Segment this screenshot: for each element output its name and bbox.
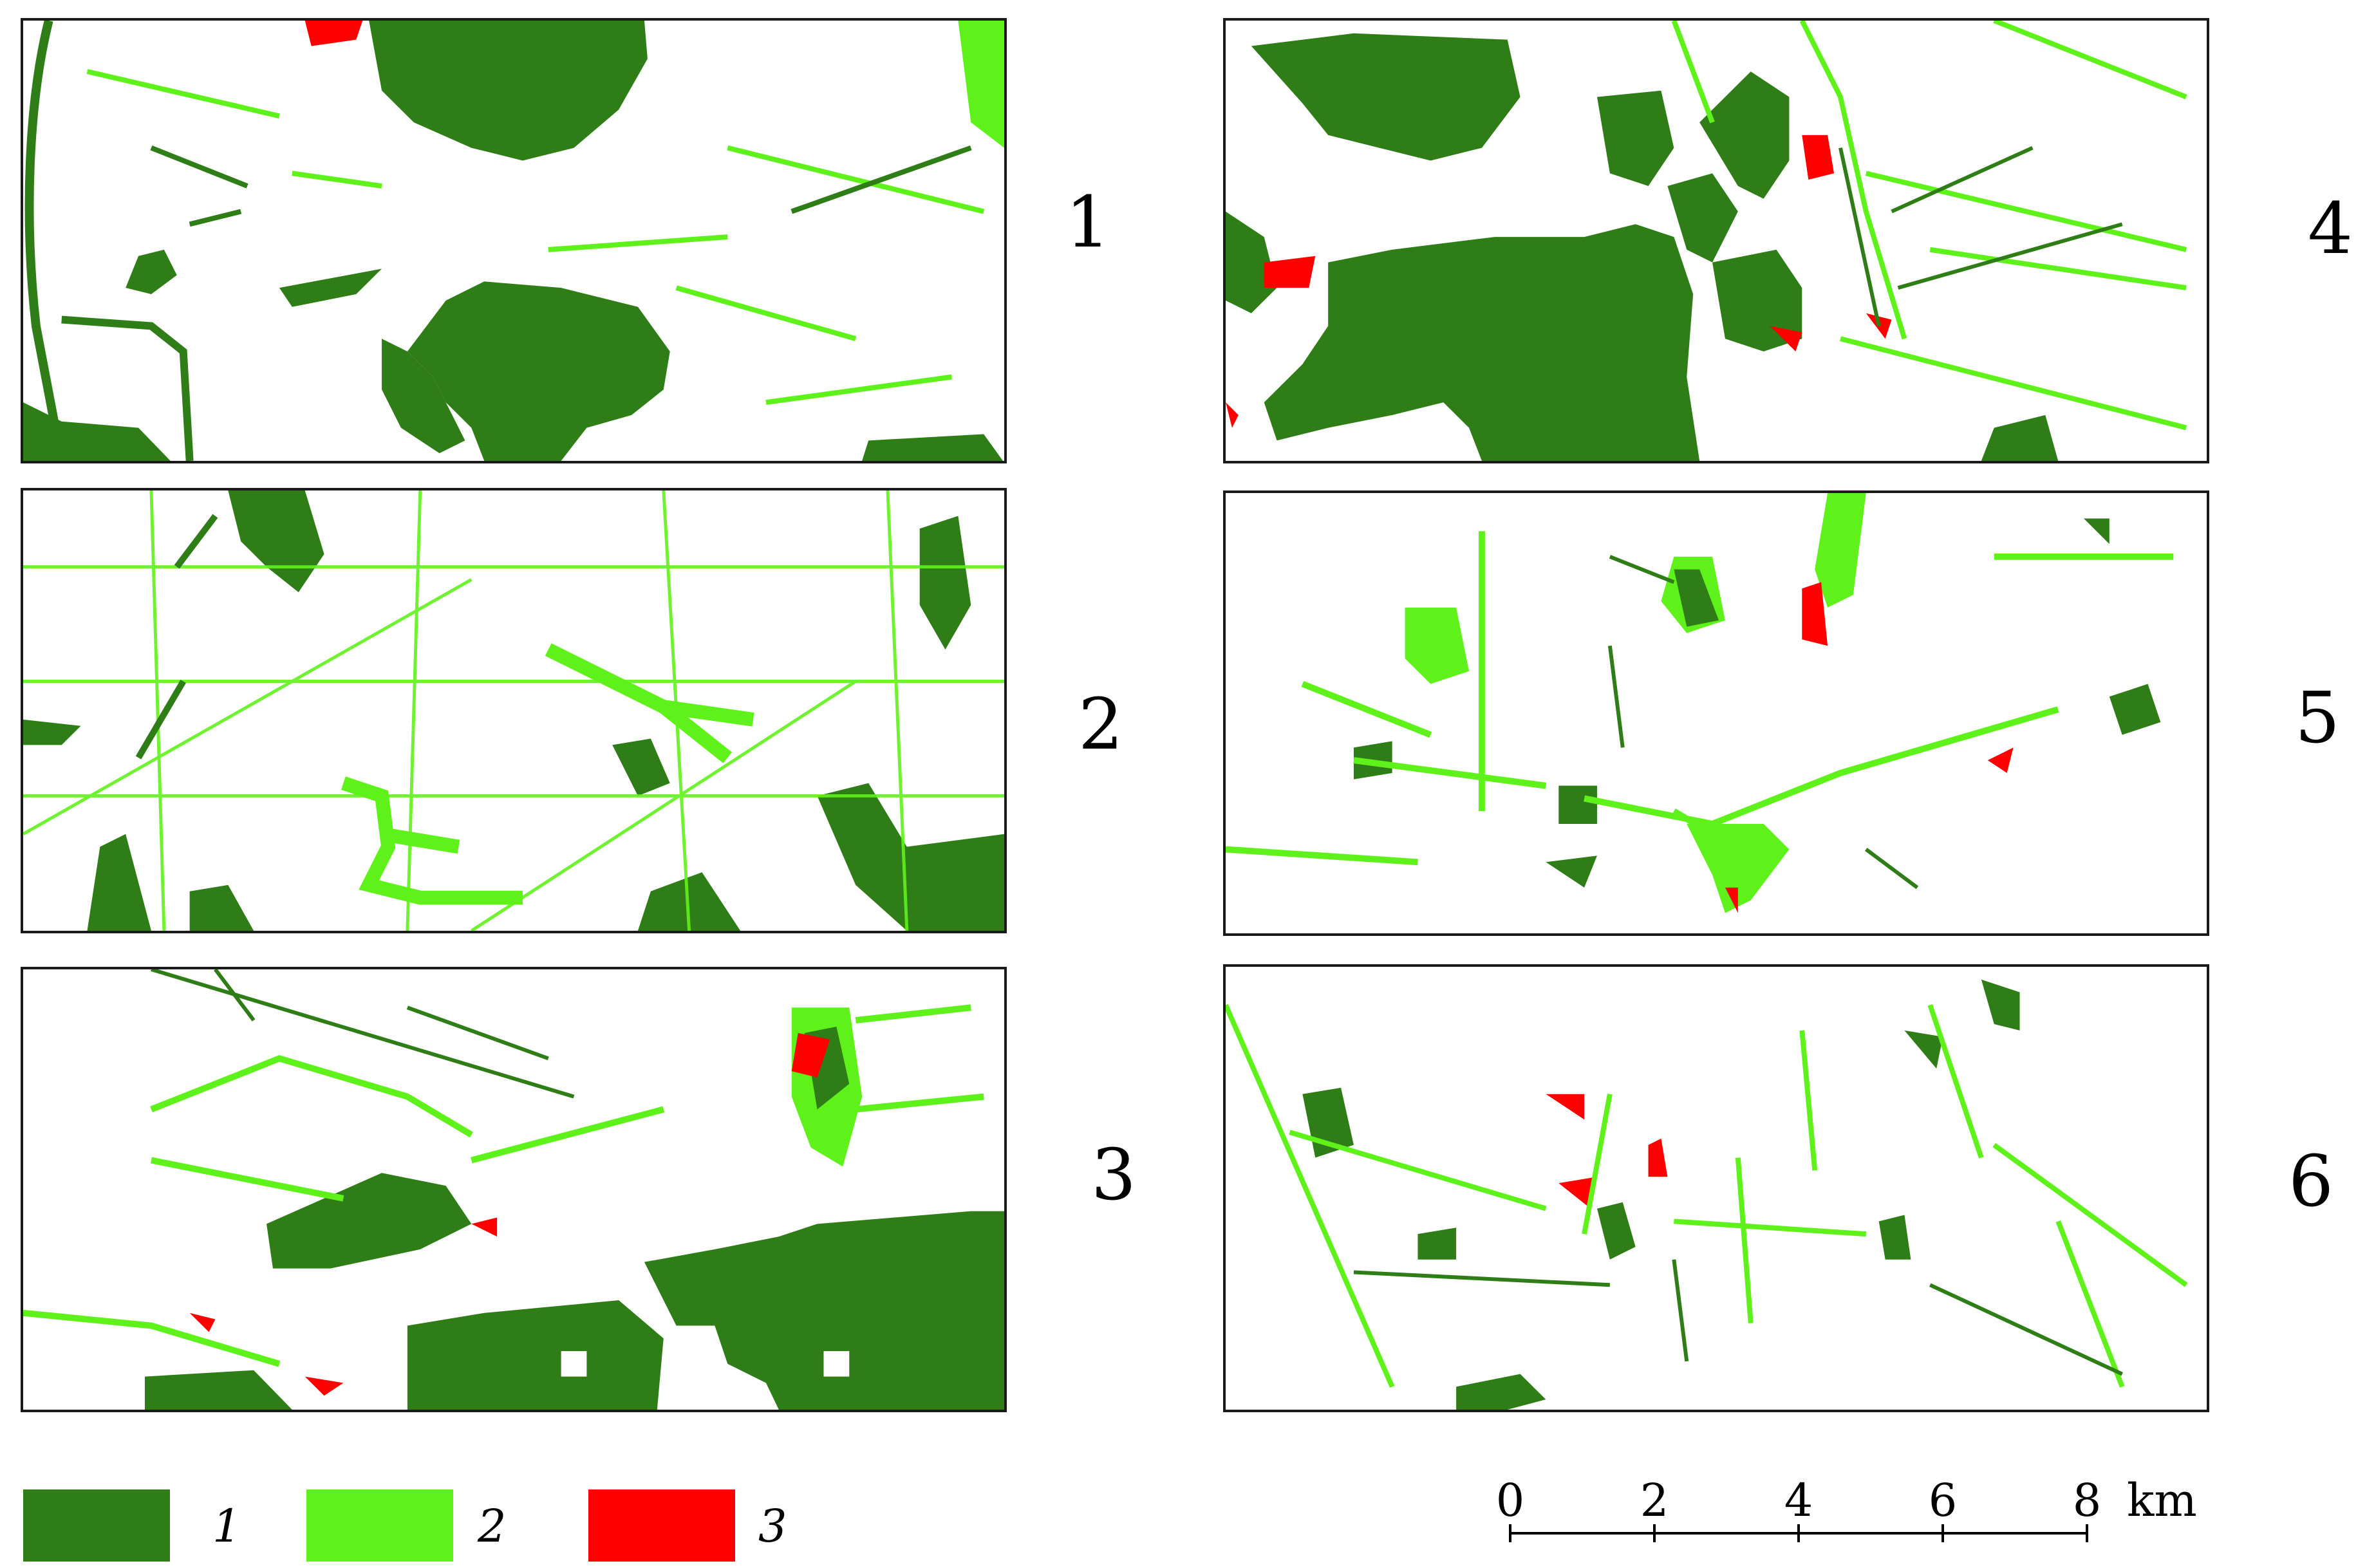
map-panel-6-graphic: [1226, 979, 2188, 1410]
map-panel-2-graphic: [23, 490, 1004, 931]
scale-tick-0: [1509, 1524, 1511, 1542]
scale-label-0: 0: [1495, 1474, 1525, 1527]
scale-unit: km: [2127, 1474, 2197, 1527]
map-panel-6: [1223, 964, 2209, 1412]
scale-label-6: 6: [1928, 1474, 1958, 1527]
map-panel-3-graphic: [23, 969, 1004, 1410]
scale-tick-2: [1653, 1524, 1656, 1542]
panel-label-5: 5: [2295, 677, 2340, 759]
map-panel-2: [21, 488, 1007, 933]
legend-label-2: 2: [478, 1500, 507, 1553]
legend-swatch-3: [588, 1489, 735, 1562]
panel-label-3: 3: [1091, 1134, 1136, 1216]
map-panel-4: [1223, 18, 2209, 463]
scale-label-2: 2: [1640, 1474, 1669, 1527]
panel-label-1: 1: [1065, 181, 1110, 263]
legend-label-1: 1: [212, 1500, 241, 1553]
legend-swatch-1: [23, 1489, 170, 1562]
legend-swatch-2: [306, 1489, 453, 1562]
map-panel-5-graphic: [1226, 493, 2174, 913]
panel-label-4: 4: [2308, 187, 2353, 270]
scale-tick-8: [2086, 1524, 2088, 1542]
scale-label-8: 8: [2072, 1474, 2102, 1527]
panel-label-6: 6: [2288, 1140, 2334, 1222]
panel-label-2: 2: [1078, 683, 1123, 765]
map-panel-1-graphic: [23, 21, 1004, 461]
scale-tick-6: [1941, 1524, 1944, 1542]
map-panel-1: [21, 18, 1007, 463]
map-panel-5: [1223, 490, 2209, 936]
map-panel-3: [21, 967, 1007, 1412]
scale-tick-4: [1797, 1524, 1800, 1542]
map-panel-4-graphic: [1226, 21, 2187, 461]
scale-label-4: 4: [1784, 1474, 1813, 1527]
legend-label-3: 3: [758, 1500, 787, 1553]
